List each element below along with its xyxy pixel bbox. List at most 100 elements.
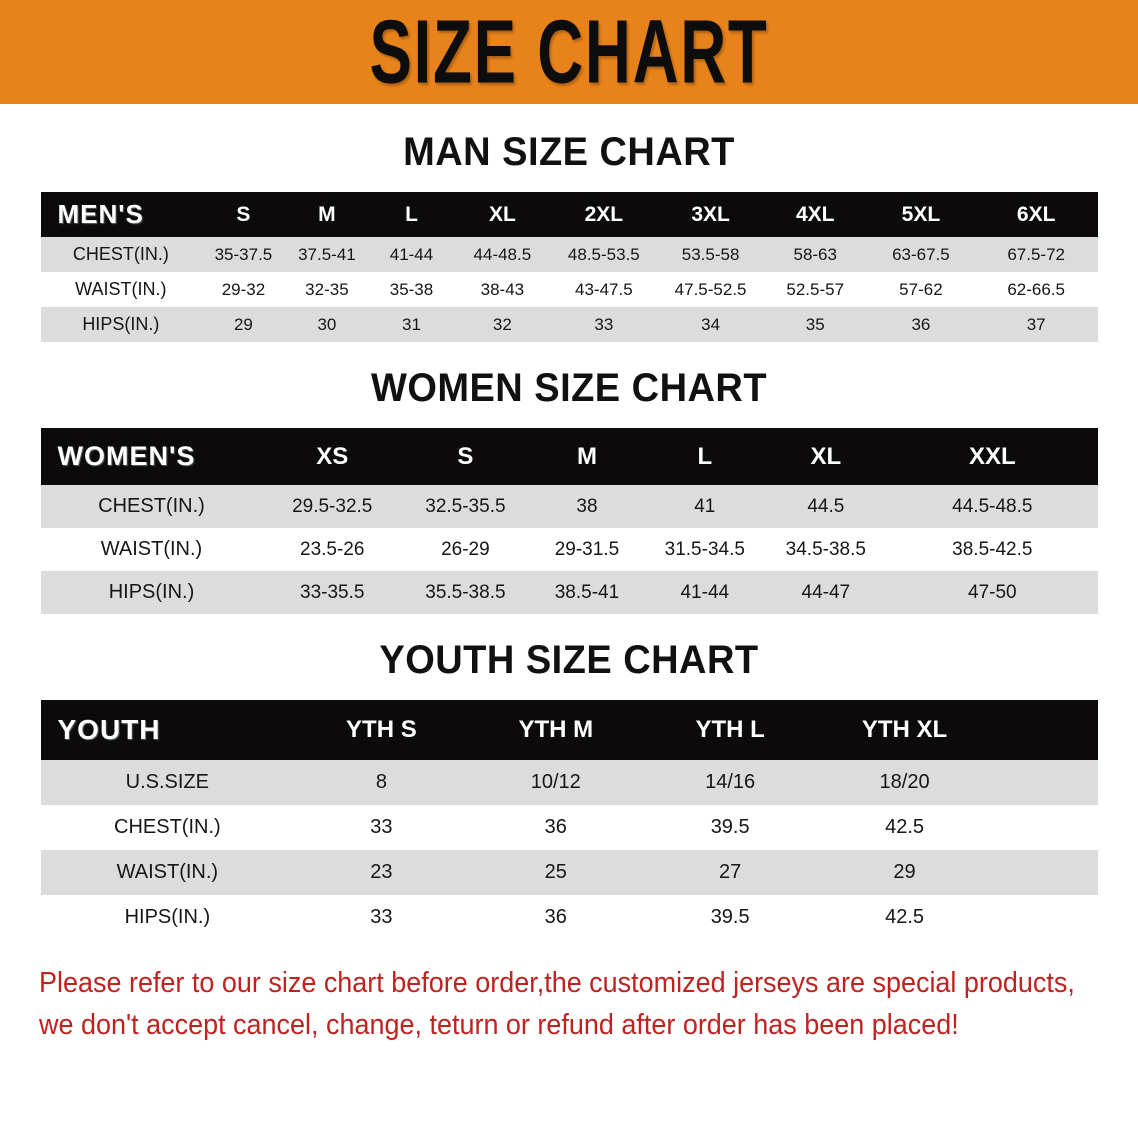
table-row: HIPS(IN.) 33-35.5 35.5-38.5 38.5-41 41-4…	[40, 571, 1098, 614]
youth-ussize-l: 14/16	[705, 771, 756, 793]
man-size-table: MEN'S S M L XL 2XL 3XL 4XL 5XL 6XL CHEST…	[40, 192, 1098, 342]
women-table-header: WOMEN'S XS S M L XL XXL	[40, 428, 1098, 485]
youth-size-header-s: YTH S	[346, 716, 417, 743]
youth-table-header: YOUTH YTH S YTH M YTH L YTH XL	[40, 700, 1098, 760]
women-waist-l: 31.5-34.5	[664, 538, 745, 560]
man-chest-l: 41-44	[389, 244, 434, 264]
youth-size-table-wrap: YOUTH YTH S YTH M YTH L YTH XL U.S.SIZE …	[40, 700, 1098, 940]
women-hips-xxl: 47-50	[968, 581, 1017, 603]
women-row-label-waist: WAIST(IN.)	[100, 538, 203, 560]
man-row-label-chest: CHEST(IN.)	[72, 244, 169, 264]
man-hips-2xl: 33	[594, 314, 614, 334]
youth-size-header-l: YTH L	[695, 716, 765, 743]
disclaimer-text: Please refer to our size chart before or…	[39, 962, 1075, 1046]
women-chest-xxl: 44.5-48.5	[952, 495, 1033, 517]
youth-ussize-m: 10/12	[530, 771, 581, 793]
youth-waist-xl: 29	[893, 861, 916, 883]
man-hips-m: 30	[317, 314, 337, 334]
youth-size-header-m: YTH M	[518, 716, 594, 743]
man-hips-xl: 32	[492, 314, 512, 334]
man-waist-4xl: 52.5-57	[786, 279, 845, 299]
women-chest-xl: 44.5	[807, 495, 845, 517]
women-hips-xs: 33-35.5	[300, 581, 365, 603]
women-corner-label: WOMEN'S	[57, 441, 196, 471]
women-header-row: WOMEN'S XS S M L XL XXL	[40, 428, 1098, 485]
man-size-header-m: M	[318, 202, 336, 226]
women-hips-xl: 44-47	[801, 581, 851, 603]
youth-row-label-hips: HIPS(IN.)	[124, 906, 211, 928]
section-title-women: WOMEN SIZE CHART	[370, 366, 768, 410]
youth-chest-xl: 42.5	[885, 816, 925, 838]
man-chest-s: 35-37.5	[214, 244, 273, 264]
man-corner-label: MEN'S	[57, 199, 144, 229]
man-chest-4xl: 58-63	[793, 244, 837, 264]
youth-size-header-xl: YTH XL	[861, 716, 948, 743]
man-chest-m: 37.5-41	[298, 244, 356, 264]
table-row: WAIST(IN.) 23.5-26 26-29 29-31.5 31.5-34…	[40, 528, 1098, 571]
man-size-header-s: S	[236, 202, 251, 226]
youth-hips-l: 39.5	[710, 906, 750, 928]
man-waist-m: 32-35	[305, 279, 349, 299]
youth-header-spacer	[992, 700, 1098, 760]
man-hips-3xl: 34	[701, 314, 721, 334]
man-hips-5xl: 36	[911, 314, 931, 334]
table-row: CHEST(IN.) 29.5-32.5 32.5-35.5 38 41 44.…	[40, 485, 1098, 528]
women-chest-m: 38	[576, 495, 598, 517]
man-waist-s: 29-32	[221, 279, 266, 299]
disclaimer-line-2: we don't accept cancel, change, teturn o…	[39, 1009, 959, 1042]
women-chest-l: 41	[694, 495, 716, 517]
man-table-header: MEN'S S M L XL 2XL 3XL 4XL 5XL 6XL	[40, 192, 1098, 237]
women-hips-m: 38.5-41	[554, 581, 620, 603]
youth-size-table: YOUTH YTH S YTH M YTH L YTH XL U.S.SIZE …	[40, 700, 1098, 940]
women-row-label-hips: HIPS(IN.)	[108, 581, 195, 603]
women-size-table: WOMEN'S XS S M L XL XXL CHEST(IN.) 29.5-…	[40, 428, 1098, 614]
man-size-header-l: L	[405, 202, 418, 226]
table-row: HIPS(IN.) 29 30 31 32 33 34 35 36 37	[40, 307, 1098, 342]
youth-hips-s: 33	[370, 906, 393, 928]
women-size-header-xs: XS	[316, 442, 349, 470]
women-waist-s: 26-29	[441, 538, 490, 560]
table-row: HIPS(IN.) 33 36 39.5 42.5	[40, 895, 1098, 940]
man-waist-5xl: 57-62	[899, 279, 943, 299]
man-chest-xl: 44-48.5	[473, 244, 532, 264]
women-size-header-l: L	[697, 442, 713, 470]
women-size-header-s: S	[457, 442, 474, 470]
man-hips-s: 29	[233, 314, 253, 334]
youth-row-label-ussize: U.S.SIZE	[125, 771, 210, 793]
table-row: CHEST(IN.) 33 36 39.5 42.5	[40, 805, 1098, 850]
women-size-header-xxl: XXL	[968, 442, 1016, 470]
man-waist-3xl: 47.5-52.5	[674, 279, 747, 299]
man-chest-3xl: 53.5-58	[681, 244, 740, 264]
women-row-label-chest: CHEST(IN.)	[98, 495, 205, 517]
man-size-header-6xl: 6XL	[1016, 202, 1056, 226]
youth-corner-label: YOUTH	[57, 714, 161, 745]
youth-row-spacer	[992, 850, 1098, 895]
man-size-header-xl: XL	[488, 202, 516, 226]
man-hips-4xl: 35	[805, 314, 825, 334]
man-size-table-wrap: MEN'S S M L XL 2XL 3XL 4XL 5XL 6XL CHEST…	[40, 192, 1098, 342]
man-hips-6xl: 37	[1026, 314, 1046, 334]
page-banner: SIZE CHART	[0, 0, 1138, 104]
youth-row-label-waist: WAIST(IN.)	[116, 861, 219, 883]
man-waist-l: 35-38	[389, 279, 434, 299]
man-hips-l: 31	[402, 314, 421, 334]
man-size-header-3xl: 3XL	[691, 202, 730, 226]
youth-ussize-s: 8	[375, 771, 387, 793]
section-title-youth: YOUTH SIZE CHART	[379, 638, 759, 682]
youth-chest-m: 36	[544, 816, 567, 838]
man-header-row: MEN'S S M L XL 2XL 3XL 4XL 5XL 6XL	[40, 192, 1098, 237]
man-row-label-waist: WAIST(IN.)	[75, 279, 167, 299]
youth-hips-xl: 42.5	[885, 906, 925, 928]
women-size-table-wrap: WOMEN'S XS S M L XL XXL CHEST(IN.) 29.5-…	[40, 428, 1098, 614]
disclaimer-line-1: Please refer to our size chart before or…	[39, 967, 1075, 999]
man-table-body: CHEST(IN.) 35-37.5 37.5-41 41-44 44-48.5…	[40, 237, 1098, 342]
youth-waist-s: 23	[370, 861, 393, 883]
youth-row-spacer	[992, 760, 1098, 805]
women-waist-xxl: 38.5-42.5	[952, 538, 1033, 560]
women-hips-l: 41-44	[680, 581, 730, 603]
youth-hips-m: 36	[544, 906, 567, 928]
man-row-label-hips: HIPS(IN.)	[82, 314, 160, 334]
youth-ussize-xl: 18/20	[879, 771, 930, 793]
youth-waist-l: 27	[719, 861, 742, 883]
